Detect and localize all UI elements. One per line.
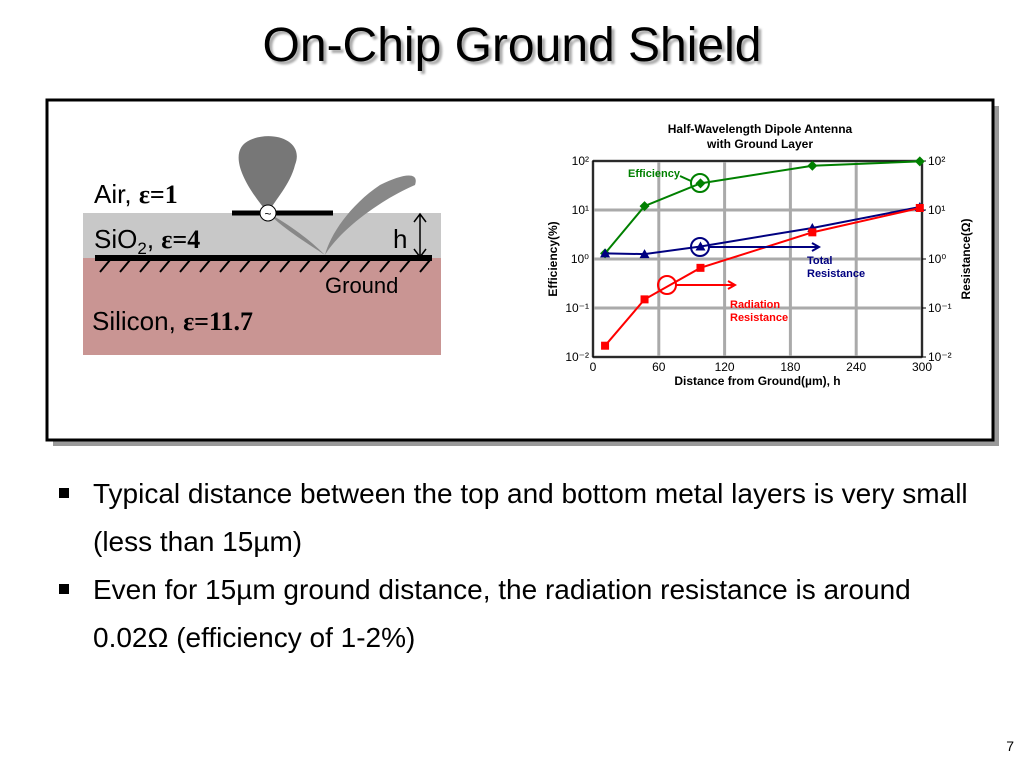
silicon-layer [83, 258, 441, 355]
silicon-name: Silicon, [92, 306, 176, 336]
series-label: Radiation [730, 299, 780, 311]
y-tick-label: 10⁻¹ [565, 301, 589, 315]
point [640, 295, 649, 304]
x-tick-label: 60 [652, 360, 666, 374]
h-label: h [393, 224, 407, 254]
x-tick-label: 0 [590, 360, 597, 374]
y-tick-label: 10⁰ [571, 252, 589, 266]
point [601, 341, 610, 350]
point [696, 263, 705, 272]
y-axis-label: Efficiency(%) [546, 221, 560, 296]
point [695, 178, 706, 189]
bullet: Even for 15µm ground distance, the radia… [55, 566, 970, 662]
sio2-layer [83, 213, 441, 258]
source [259, 204, 277, 222]
y2-tick-label: 10⁻² [928, 350, 952, 364]
point [639, 201, 650, 212]
sio2-eps: ε=4 [161, 225, 200, 254]
x-axis-label: Distance from Ground(µm), h [674, 374, 840, 388]
series-label: Efficiency [628, 168, 681, 180]
slide-title: On-Chip Ground Shield [262, 19, 762, 72]
ground-label: Ground [325, 273, 398, 298]
plot-border [592, 160, 923, 358]
series-label: Resistance [730, 312, 788, 324]
y-tick-label: 10¹ [572, 203, 589, 217]
point [639, 249, 650, 259]
x-tick-label: 300 [912, 360, 932, 374]
silicon-eps: ε=11.7 [183, 307, 253, 336]
y2-axis-label: Resistance(Ω) [959, 219, 973, 300]
point [600, 248, 611, 258]
source-symbol: ~ [264, 207, 271, 221]
point [914, 156, 925, 167]
x-tick-label: 240 [846, 360, 866, 374]
bullet: Typical distance between the top and bot… [55, 470, 970, 566]
page-number: 7 [1006, 738, 1014, 754]
air-label: Air, ε=1 [94, 179, 178, 209]
point [808, 228, 817, 237]
y2-tick-label: 10⁻¹ [928, 301, 952, 315]
point [807, 160, 818, 171]
sio2-name: SiO [94, 224, 137, 254]
radiation-lobe [268, 175, 416, 255]
bullet-list: Typical distance between the top and bot… [55, 470, 970, 662]
sio2-sub: 2 [137, 239, 146, 258]
y-tick-label: 10² [572, 154, 589, 168]
x-tick-label: 120 [715, 360, 735, 374]
air-eps: ε=1 [139, 180, 178, 209]
sio2-label: SiO2, ε=4 [94, 224, 200, 258]
point [695, 241, 706, 251]
y2-tick-label: 10² [928, 154, 945, 168]
x-tick-label: 180 [780, 360, 800, 374]
y2-tick-label: 10⁰ [928, 252, 946, 266]
chart-title: Half-Wavelength Dipole Antenna [668, 122, 853, 136]
series-label: Total [807, 255, 832, 267]
air-name: Air, [94, 179, 132, 209]
callouts [657, 173, 822, 295]
point [915, 203, 924, 212]
silicon-label: Silicon, ε=11.7 [92, 306, 253, 336]
h-arrow [413, 212, 427, 259]
series-label: Resistance [807, 268, 865, 280]
y2-tick-label: 10¹ [928, 203, 945, 217]
figure-panel: ~ Air, ε=1 SiO2, ε=4 h Ground Silicon, ε… [45, 98, 999, 446]
chart-title: with Ground Layer [706, 137, 813, 151]
sio2-sep: , [147, 224, 154, 254]
y-tick-label: 10⁻² [565, 350, 589, 364]
ground-hatch [99, 259, 431, 273]
radiation-lobe [238, 136, 297, 213]
